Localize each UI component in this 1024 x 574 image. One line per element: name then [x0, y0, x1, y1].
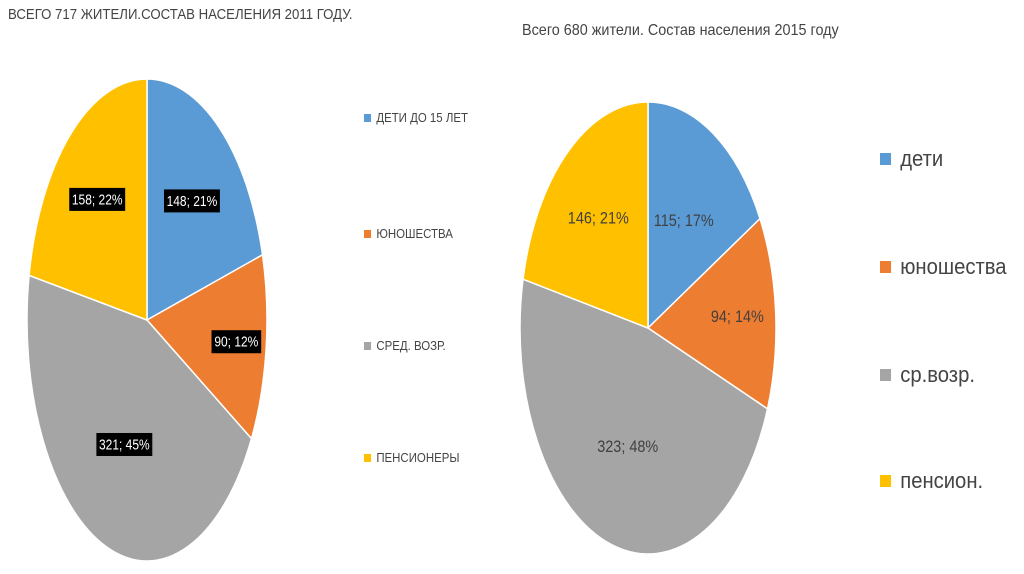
data-label-children: 115; 17%	[654, 212, 714, 230]
legend-swatch	[880, 369, 892, 381]
data-label-text: 94; 14%	[711, 308, 764, 326]
legend-label: ПЕНСИОНЕРЫ	[376, 450, 460, 465]
legend-item-children: дети	[880, 146, 943, 172]
pie-slice-pensioners	[522, 101, 649, 330]
legend-item-middle-age: СРЕД. ВОЗР.	[364, 338, 446, 353]
pie-slice-middle-age	[26, 274, 253, 562]
pie-chart-2011: 148; 21% 90; 12% 321; 45% 158; 22%	[26, 78, 268, 562]
data-label-text: 146; 21%	[568, 210, 629, 228]
pie-slice-children	[647, 101, 761, 330]
data-label-pensioners: 158; 22%	[69, 187, 126, 211]
legend-swatch	[880, 261, 892, 273]
legend-label: юношества	[900, 254, 1007, 279]
legend-label: ДЕТИ ДО 15 ЛЕТ	[376, 110, 468, 125]
legend-label: СРЕД. ВОЗР.	[376, 338, 446, 353]
data-label-text: 90; 12%	[214, 333, 258, 350]
legend-item-children: ДЕТИ ДО 15 ЛЕТ	[364, 110, 468, 125]
legend-swatch	[364, 453, 372, 462]
data-label-youth: 94; 14%	[711, 308, 764, 326]
data-label-text: 115; 17%	[654, 212, 714, 230]
legend-swatch	[880, 153, 892, 165]
legend-swatch	[364, 113, 372, 122]
legend-item-youth: юношества	[880, 254, 1007, 280]
chart-title-2011: ВСЕГО 717 ЖИТЕЛИ.СОСТАВ НАСЕЛЕНИЯ 2011 Г…	[8, 6, 353, 23]
data-label-box	[96, 432, 153, 456]
pie-slice-youth	[145, 253, 268, 441]
legend-label: пенсион.	[900, 468, 984, 493]
chart-title-2015: Всего 680 жители. Состав населения 2015 …	[522, 22, 839, 39]
legend-item-pensioners: ПЕНСИОНЕРЫ	[364, 450, 459, 465]
legend-label: дети	[900, 146, 944, 171]
legend-swatch	[880, 475, 892, 487]
data-label-box	[69, 187, 126, 211]
data-label-children: 148; 21%	[163, 189, 220, 213]
legend-item-middle-age: ср.возр.	[880, 362, 975, 388]
data-label-middle-age: 323; 48%	[597, 438, 658, 456]
legend-label: ЮНОШЕСТВА	[376, 226, 453, 241]
pie-slice-youth	[646, 217, 777, 411]
data-label-youth: 90; 12%	[211, 330, 262, 354]
legend-swatch	[364, 229, 372, 238]
legend-item-pensioners: пенсион.	[880, 468, 983, 494]
legend-label: ср.возр.	[900, 362, 975, 387]
data-label-box	[163, 189, 220, 213]
legend-swatch	[364, 341, 372, 350]
data-label-text: 148; 21%	[167, 193, 218, 210]
data-label-text: 321; 45%	[99, 436, 150, 453]
pie-slice-middle-age	[519, 278, 769, 555]
data-label-text: 323; 48%	[597, 438, 658, 456]
data-label-middle-age: 321; 45%	[96, 432, 153, 456]
data-label-box	[211, 330, 262, 354]
data-label-text: 158; 22%	[72, 191, 123, 208]
data-label-pensioners: 146; 21%	[568, 210, 629, 228]
legend-item-youth: ЮНОШЕСТВА	[364, 226, 453, 241]
